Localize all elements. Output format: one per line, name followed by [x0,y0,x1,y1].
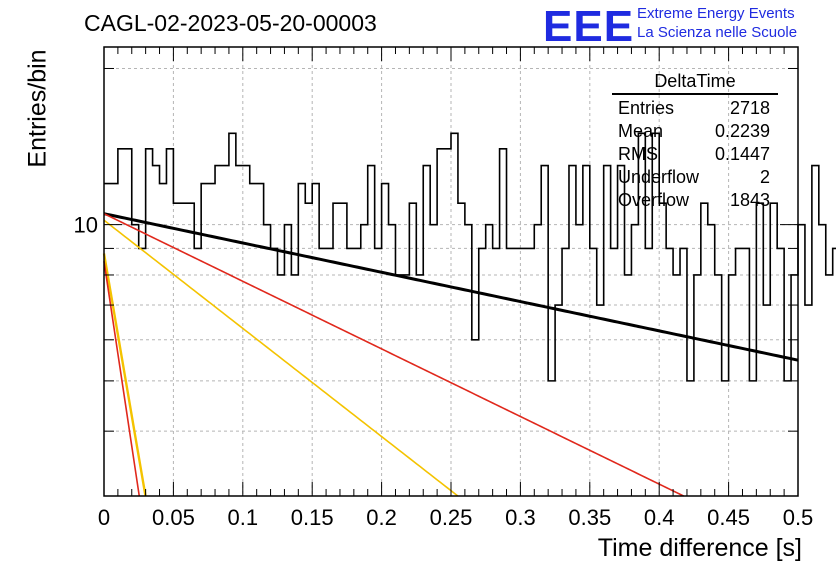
x-tick-label: 0.35 [568,505,611,530]
x-tick-label: 0.2 [366,505,397,530]
stats-row: RMS 0.1447 [618,144,770,164]
fit-curve [103,212,799,362]
x-tick-label: 0.25 [430,505,473,530]
x-tick-label: 0.05 [152,505,195,530]
stats-row: Underflow 2 [618,167,770,187]
fit-curve [102,253,147,497]
stats-box: DeltaTime Entries 2718 Mean 0.2239 RMS 0.14… [612,70,778,212]
eee-logo-text: Extreme Energy Events La Scienza nelle S… [637,4,797,42]
stats-row: Overflow 1843 [618,190,770,210]
x-tick-label: 0 [98,505,110,530]
y-axis-label: Entries/bin [23,49,52,168]
y-tick-label: 10 [74,213,98,238]
x-tick-label: 0.4 [644,505,675,530]
fit-curve [103,261,141,497]
fit-curve [103,219,459,497]
eee-logo-mark: EEE [543,2,635,51]
plot-title: CAGL-02-2023-05-20-00003 [84,10,377,36]
fit-curve [103,212,684,497]
logo-line-2: La Scienza nelle Scuole [637,24,798,41]
x-tick-label: 0.1 [228,505,259,530]
x-tick-label: 0.15 [291,505,334,530]
stats-row: Mean 0.2239 [618,121,770,141]
x-tick-label: 0.3 [505,505,536,530]
x-tick-label: 0.5 [783,505,814,530]
stats-row: Entries 2718 [618,98,770,118]
x-tick-label: 0.45 [707,505,750,530]
logo-line-1: Extreme Energy Events [637,5,795,22]
stats-title: DeltaTime [612,70,778,95]
x-axis-label: Time difference [s] [597,534,802,562]
histogram-bins [104,132,836,382]
